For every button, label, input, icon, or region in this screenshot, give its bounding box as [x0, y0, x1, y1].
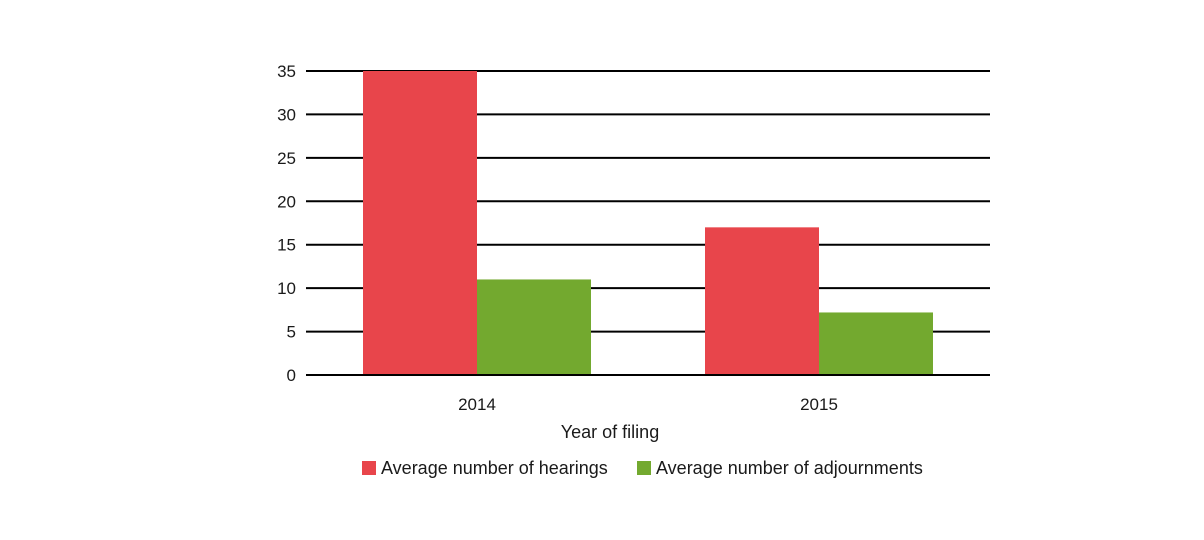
x-tick-labels: 2014 2015	[458, 395, 838, 414]
legend-label-1: Average number of adjournments	[656, 458, 923, 478]
y-tick-label-10: 10	[277, 279, 296, 298]
x-axis-title: Year of filing	[561, 422, 659, 442]
y-tick-label-5: 5	[287, 323, 296, 342]
y-tick-label-0: 0	[287, 366, 296, 385]
bar-2015-series-1	[819, 312, 933, 375]
bar-2014-series-0	[363, 71, 477, 375]
legend-label-0: Average number of hearings	[381, 458, 608, 478]
bar-2015-series-0	[705, 227, 819, 375]
y-tick-label-35: 35	[277, 62, 296, 81]
y-tick-label-30: 30	[277, 105, 296, 124]
y-tick-label-20: 20	[277, 192, 296, 211]
bar-2014-series-1	[477, 279, 591, 375]
x-tick-label-2014: 2014	[458, 395, 496, 414]
x-tick-label-2015: 2015	[800, 395, 838, 414]
y-tick-label-25: 25	[277, 149, 296, 168]
legend: Average number of hearings Average number…	[362, 458, 923, 478]
legend-swatch-0	[362, 461, 376, 475]
y-tick-label-15: 15	[277, 236, 296, 255]
bars	[306, 71, 990, 376]
legend-swatch-1	[637, 461, 651, 475]
y-tick-labels: 0 5 10 15 20 25 30 35	[277, 62, 296, 385]
